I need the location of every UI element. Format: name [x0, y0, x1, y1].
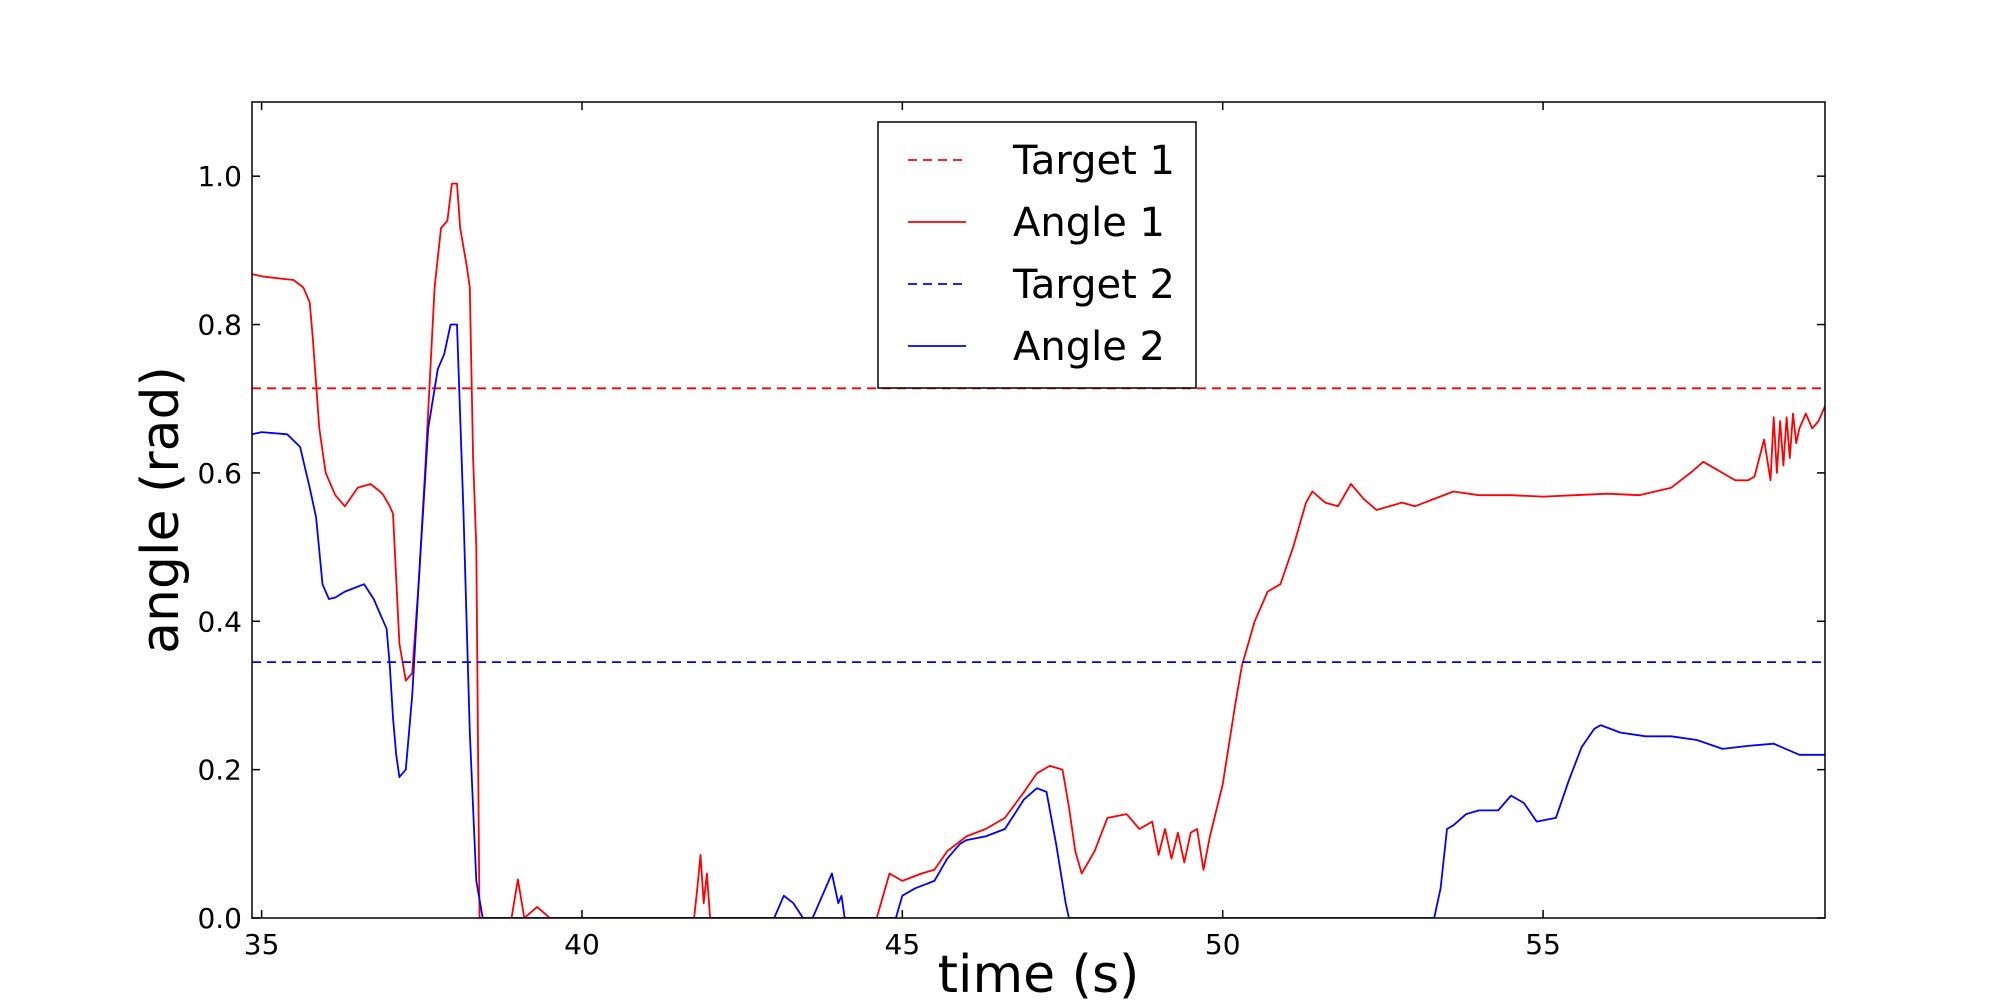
y-axis-title: angle (rad): [131, 366, 191, 654]
legend: Target 1 Angle 1 Target 2 Angle 2: [877, 121, 1197, 389]
tick-layer: 35 40 45 50 55 0.0 0.2 0.4 0.6 0.8 1.0: [197, 102, 1825, 961]
x-tick-label: 35: [244, 928, 280, 961]
x-tick-label: 55: [1525, 928, 1561, 961]
x-tick-label: 40: [564, 928, 600, 961]
x-tick-label: 50: [1205, 928, 1241, 961]
x-axis-title: time (s): [938, 945, 1140, 1005]
y-tick-label: 0.2: [197, 754, 242, 787]
y-tick-label: 0.8: [197, 309, 242, 342]
y-tick-label: 1.0: [197, 160, 242, 193]
plot-frame: [251, 101, 1826, 919]
y-tick-label: 0.6: [197, 457, 242, 490]
legend-label: Angle 2: [1013, 324, 1165, 370]
x-tick-label: 45: [885, 928, 921, 961]
legend-label: Target 1: [1012, 138, 1175, 184]
legend-label: Target 2: [1012, 262, 1175, 308]
legend-label: Angle 1: [1013, 200, 1165, 246]
legend-box: [877, 121, 1197, 389]
series-line-angle-2: [252, 323, 1825, 918]
y-tick-label: 0.0: [197, 902, 242, 935]
y-tick-label: 0.4: [197, 605, 242, 638]
